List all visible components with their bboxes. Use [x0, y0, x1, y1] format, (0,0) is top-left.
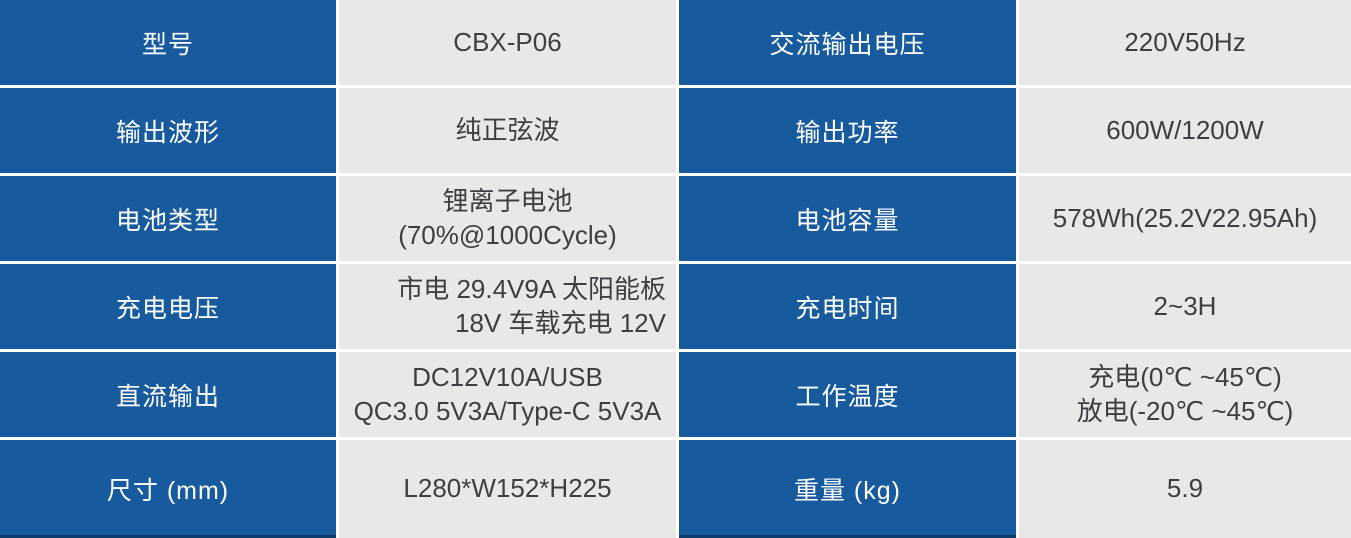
- spec-value-weight: 5.9: [1019, 440, 1351, 538]
- spec-value-dimensions: L280*W152*H225: [339, 440, 676, 538]
- spec-label-dimensions: 尺寸 (mm): [0, 440, 336, 538]
- spec-value-output-waveform: 纯正弦波: [339, 88, 676, 173]
- spec-value-model: CBX-P06: [339, 0, 676, 85]
- spec-label-output-power: 输出功率: [679, 88, 1016, 173]
- spec-label-charge-time: 充电时间: [679, 264, 1016, 349]
- spec-label-output-waveform: 输出波形: [0, 88, 336, 173]
- spec-value-battery-type: 锂离子电池 (70%@1000Cycle): [339, 176, 676, 261]
- spec-value-charge-voltage: 市电 29.4V9A 太阳能板 18V 车载充电 12V: [339, 264, 676, 349]
- spec-value-ac-output-voltage: 220V50Hz: [1019, 0, 1351, 85]
- spec-label-working-temperature: 工作温度: [679, 352, 1016, 437]
- spec-value-charge-time: 2~3H: [1019, 264, 1351, 349]
- spec-label-model: 型号: [0, 0, 336, 85]
- spec-value-dc-output: DC12V10A/USB QC3.0 5V3A/Type-C 5V3A: [339, 352, 676, 437]
- spec-label-weight: 重量 (kg): [679, 440, 1016, 538]
- spec-label-ac-output-voltage: 交流输出电压: [679, 0, 1016, 85]
- spec-value-working-temperature: 充电(0℃ ~45℃) 放电(-20℃ ~45℃): [1019, 352, 1351, 437]
- spec-label-dc-output: 直流输出: [0, 352, 336, 437]
- spec-label-battery-capacity: 电池容量: [679, 176, 1016, 261]
- spec-value-output-power: 600W/1200W: [1019, 88, 1351, 173]
- spec-label-charge-voltage: 充电电压: [0, 264, 336, 349]
- spec-value-battery-capacity: 578Wh(25.2V22.95Ah): [1019, 176, 1351, 261]
- spec-label-battery-type: 电池类型: [0, 176, 336, 261]
